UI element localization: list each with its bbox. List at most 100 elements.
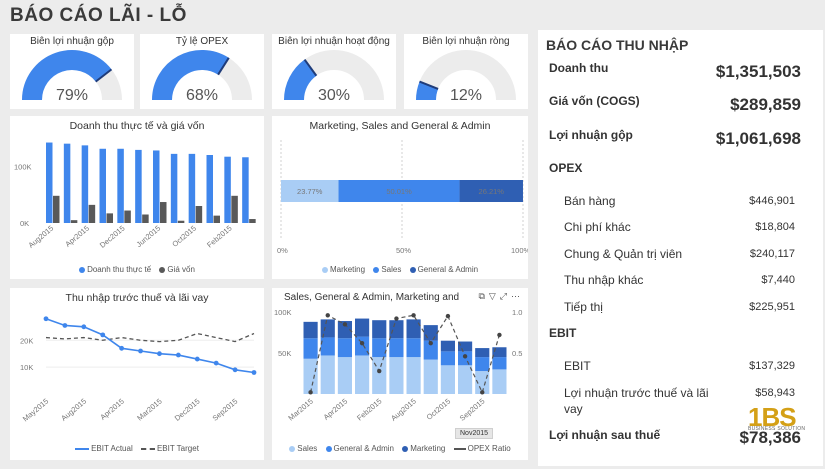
point-opex-ratio [342,322,348,327]
bar-cogs [231,195,238,223]
filter-icon[interactable]: ▽ [488,291,496,301]
gauge-title: Tỷ lệ OPEX [175,36,229,47]
opex-ratio-chart-card[interactable]: Sales, General & Admin, Marketing and ⧉ ▽… [272,288,528,460]
opex-item-label: Chi phí khác [564,220,631,234]
bar-segment [475,371,490,394]
bar-cogs [177,220,185,223]
revenue-label: Doanh thu [549,61,609,75]
point-opex-ratio [394,316,399,321]
ebt-value: $58,943 [755,387,795,399]
bar-cogs [195,206,203,223]
bar-segment [320,355,335,394]
gauge-target-marker [95,68,113,83]
ebit-value: $137,329 [749,360,795,372]
gauge-value: 68% [185,87,219,104]
x-tick-label: Aug2015 [389,397,418,423]
opex-split-chart: 23.77% 50.01% 26.21% 0% 50% 100% [277,140,528,255]
gauge-title: Biên lợi nhuận ròng [422,36,510,47]
bar-revenue [206,155,213,223]
bar-segment [303,321,318,339]
bar-segment [406,338,421,358]
point-opex-ratio [411,313,416,318]
legend-item-opex-ratio[interactable]: OPEX Ratio [453,444,511,453]
gauge-target-marker [217,57,230,76]
point-opex-ratio [480,390,485,395]
x-tick-label: Dec2015 [98,224,127,250]
chart-title: Marketing, Sales and General & Admin [309,120,491,132]
y-tick-label: 20K [20,336,33,345]
gauge-value: 79% [55,87,89,104]
legend-item-marketing[interactable]: Marketing [321,265,365,274]
chart-title: Sales, General & Admin, Marketing and [284,292,460,303]
legend-item-marketing[interactable]: Marketing [402,444,445,453]
legend-item-revenue[interactable]: Doanh thu thực tế [79,265,151,274]
opex-split-chart-card[interactable]: Marketing, Sales and General & Admin 23.… [272,116,528,279]
legend-label: General & Admin [417,265,479,274]
bar-cogs [106,213,113,223]
x-tick-label: Sep2015 [211,397,240,423]
bar-segment [458,341,473,352]
focus-mode-icon[interactable]: ⤢ [499,291,507,301]
gauge-chart [284,50,384,101]
gross-profit-label: Lợi nhuận gộp [549,128,633,142]
x-tick-label: Aug2015 [26,224,55,250]
bar-segment [492,347,507,358]
bar-segment [372,338,387,358]
bar-cogs [70,220,78,223]
visual-toolbar: ⧉ ▽ ⤢ ⋯ [474,291,520,302]
bar-segment [423,340,438,360]
bar-segment [281,180,339,202]
point-ebit-actual [138,348,143,354]
gauge-title: Biên lợi nhuận gộp [30,36,114,47]
bar-segment [355,318,370,337]
bar-segment [320,337,335,356]
chart-legend: EBIT Actual EBIT Target [10,444,264,453]
ebit-label: EBIT [564,359,591,373]
bar-revenue [153,150,160,223]
x-tick-label: Oct2015 [425,397,453,422]
chart-legend: Doanh thu thực tế Giá vốn [10,265,264,274]
more-options-icon[interactable]: ⋯ [511,291,520,301]
y-tick-label: 0K [20,219,29,228]
point-ebit-actual [232,367,238,373]
point-opex-ratio [497,332,502,338]
x-tick-label: Oct2015 [170,224,198,249]
legend-item-cogs[interactable]: Giá vốn [159,265,195,274]
gauge-chart [152,50,252,101]
ebit-chart-card[interactable]: Thu nhập trước thuế và lãi vay 20K 10K May… [10,288,264,460]
net-income-value: $78,386 [739,428,801,447]
legend-item-ebit-actual[interactable]: EBIT Actual [75,444,133,453]
bar-segment [372,357,387,394]
gauge-card-operating-margin[interactable]: Biên lợi nhuận hoạt động 30% [272,34,396,109]
legend-label: EBIT Actual [91,444,133,453]
gauge-chart [22,50,122,101]
bar-segment [475,357,490,372]
legend-item-ga[interactable]: General & Admin [409,265,479,274]
line-ebit-actual [45,317,255,374]
gauge-card-opex-ratio[interactable]: Tỷ lệ OPEX 68% [140,34,264,109]
revenue-cogs-chart-card[interactable]: Doanh thu thực tế và giá vốn 100K 0K Aug20… [10,116,264,279]
bar-segment [440,340,455,352]
x-tick-label: Feb2015 [205,224,233,250]
legend-item-sales[interactable]: Sales [289,444,317,453]
bar-segment [406,357,421,394]
line-opex-ratio [309,314,500,395]
bar-segment [475,348,490,358]
x-tick-label: Aug2015 [59,397,88,423]
opex-item-value: $240,117 [749,248,795,260]
x-tick-label: 100% [511,246,528,255]
cogs-label: Giá vốn (COGS) [549,94,640,108]
ebit-chart: 20K 10K May2015 Aug2015 Apr2015 Mar2015 Dec201… [20,316,257,423]
bar-revenue [46,142,53,223]
opex-ratio-chart: 100K 50K 1.0 0.5 Mar2015 Apr2015 Feb2015 Aug201… [274,308,522,423]
legend-item-sales[interactable]: Sales [373,265,401,274]
copy-icon[interactable]: ⧉ [478,291,485,301]
legend-item-ga[interactable]: General & Admin [325,444,394,453]
bar-segment [303,358,318,394]
bar-cogs [88,204,96,223]
net-income-label: Lợi nhuận sau thuế [549,428,661,442]
legend-item-ebit-target[interactable]: EBIT Target [140,444,199,453]
bar-segment [389,320,404,339]
gauge-card-net-margin[interactable]: Biên lợi nhuận ròng 12% [404,34,528,109]
gauge-card-gross-margin[interactable]: Biên lợi nhuận gộp 79% [10,34,134,109]
